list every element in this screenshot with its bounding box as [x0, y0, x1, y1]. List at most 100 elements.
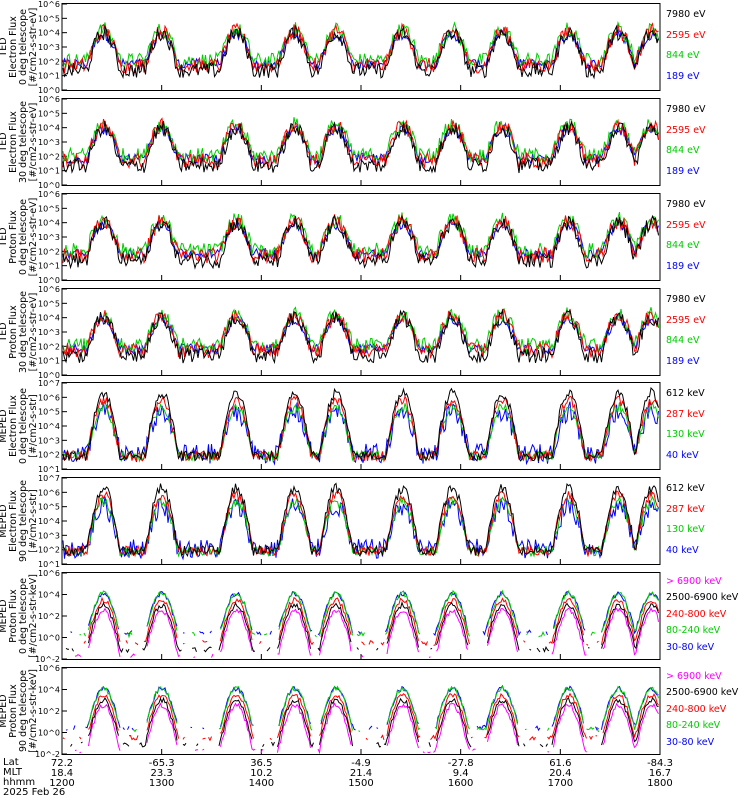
series-trace [62, 120, 659, 174]
y-tick-label: 10^6 [38, 95, 60, 104]
series-612-kev [62, 482, 659, 558]
legend-item: 287 keV [666, 408, 705, 420]
y-tick-label: 10^3 [38, 43, 60, 52]
y-tick-label: 10^4 [38, 591, 60, 600]
series-240-800-kev [83, 596, 659, 647]
series-trace [62, 308, 659, 360]
y-tick-label: 10^7 [38, 474, 60, 483]
series-80-240-kev [88, 685, 659, 733]
legend-item: 2595 eV [666, 219, 706, 231]
series-trace [65, 601, 659, 654]
series-130-kev [62, 401, 659, 463]
series-7980-ev [62, 309, 659, 365]
y-tick-label: 10^5 [38, 204, 60, 213]
y-tick-label: 10^4 [38, 314, 60, 323]
plot-svg: 10^-2 10^0 10^2 10^4 10^6 [35, 569, 661, 664]
y-tick-label: 10^1 [38, 357, 60, 366]
y-tick-label: 10^6 [38, 0, 60, 9]
legend: 7980 eV 2595 eV 844 eV 189 eV [666, 5, 706, 87]
legend-item: 130 keV [666, 429, 705, 440]
y-tick-label: 10^2 [38, 247, 60, 256]
series-trace [62, 20, 659, 69]
series-trace [74, 702, 659, 755]
y-tick-label: 10^4 [38, 124, 60, 133]
legend-item: 2595 eV [666, 124, 706, 136]
y-tick-label: 10^5 [38, 14, 60, 23]
legend-item: 40 keV [666, 544, 699, 556]
series-trace [62, 489, 659, 558]
panel-3: TED Proton Flux 0 deg telescope [#/cm2-s… [0, 190, 750, 285]
y-tick-label: 10^3 [38, 138, 60, 147]
hhmm-row-label: hhmm [3, 777, 36, 788]
legend-item: 287 keV [666, 503, 705, 515]
y-tick-label: 10^1 [38, 560, 60, 569]
x-tick-lat: 72.2 [50, 758, 74, 769]
legend-item: 7980 eV [666, 199, 706, 210]
series-7980-ev [62, 24, 659, 80]
x-tick-hhmm: 1300 [148, 778, 175, 789]
y-tick-label: 10^2 [38, 451, 60, 460]
series-240-800-kev [62, 692, 659, 742]
y-tick-label: 10^0 [38, 181, 60, 190]
y-tick-label: 10^2 [38, 57, 60, 66]
series--6900-kev [74, 702, 659, 755]
date-label: 2025 Feb 26 [3, 787, 66, 798]
panel-6: MEPED Electron Flux 90 deg telescope [#/… [0, 474, 750, 569]
panel-5: MEPED Electron Flux 0 deg telescope [#/c… [0, 379, 750, 474]
plot-svg: 10^1 10^2 10^3 10^4 10^5 10^6 10^7 [38, 474, 661, 569]
series-7980-ev [62, 120, 659, 174]
legend: 612 keV 287 keV 130 keV 40 keV [666, 479, 705, 561]
plot-svg: 10^-2 10^0 10^2 10^4 10^6 [35, 664, 661, 759]
y-tick-label: 10^2 [38, 152, 60, 161]
series-trace [88, 685, 659, 733]
series-2500-6900-kev [70, 696, 659, 748]
x-tick-hhmm: 1400 [248, 778, 275, 789]
series-trace [74, 607, 659, 659]
series-2595-ev [62, 117, 659, 170]
legend-item: 130 keV [666, 524, 705, 535]
panel-2: TED Electron Flux 30 deg telescope [#/cm… [0, 95, 750, 190]
series-7980-ev [62, 214, 659, 270]
y-tick-label: 10^1 [38, 72, 60, 81]
y-tick-label: 10^6 [38, 393, 60, 402]
lat-row-label: Lat [3, 757, 19, 768]
y-tick-label: 10^0 [38, 634, 60, 643]
legend-item: 844 eV [666, 240, 700, 251]
plot-svg: 10^0 10^1 10^2 10^3 10^4 10^5 10^6 [38, 190, 661, 285]
legend-item: 80-240 keV [666, 625, 721, 637]
y-tick-label: 10^6 [38, 569, 60, 578]
y-tick-label: 10^-2 [35, 655, 60, 664]
panel-8: MEPED Proton Flux 90 deg telescope [#/cm… [0, 664, 750, 759]
y-tick-label: 10^6 [38, 285, 60, 294]
series-2500-6900-kev [65, 601, 659, 654]
y-tick-label: 10^4 [38, 29, 60, 38]
x-tick-mlt: 9.4 [452, 768, 469, 779]
y-tick-label: 10^-2 [35, 750, 60, 759]
series-40-kev [62, 401, 659, 466]
y-tick-label: 10^0 [38, 86, 60, 95]
series-2595-ev [62, 308, 659, 360]
x-tick-hhmm: 1600 [447, 778, 474, 789]
series-trace [62, 309, 659, 365]
series-trace [83, 596, 659, 647]
y-tick-label: 10^4 [38, 686, 60, 695]
panel-1: TED Electron Flux 0 deg telescope [#/cm2… [0, 0, 750, 95]
legend: 7980 eV 2595 eV 844 eV 189 eV [666, 195, 706, 277]
x-tick-lat: -27.8 [447, 758, 474, 769]
legend-item: 30-80 keV [666, 736, 715, 748]
legend-item: 612 keV [666, 388, 705, 399]
series-40-kev [62, 496, 659, 561]
x-tick-hhmm: 1800 [647, 778, 673, 789]
y-tick-label: 10^2 [38, 612, 60, 621]
y-tick-label: 10^6 [38, 488, 60, 497]
series-trace [62, 214, 659, 270]
series-844-ev [62, 20, 659, 69]
x-tick-mlt: 23.3 [150, 768, 173, 779]
legend-item: 40 keV [666, 449, 699, 461]
legend-item: 2595 eV [666, 314, 706, 326]
plot-svg: 10^0 10^1 10^2 10^3 10^4 10^5 10^6 [38, 95, 661, 190]
legend: 612 keV 287 keV 130 keV 40 keV [666, 384, 705, 466]
legend-item: 612 keV [666, 483, 705, 494]
series-287-kev [62, 489, 659, 558]
